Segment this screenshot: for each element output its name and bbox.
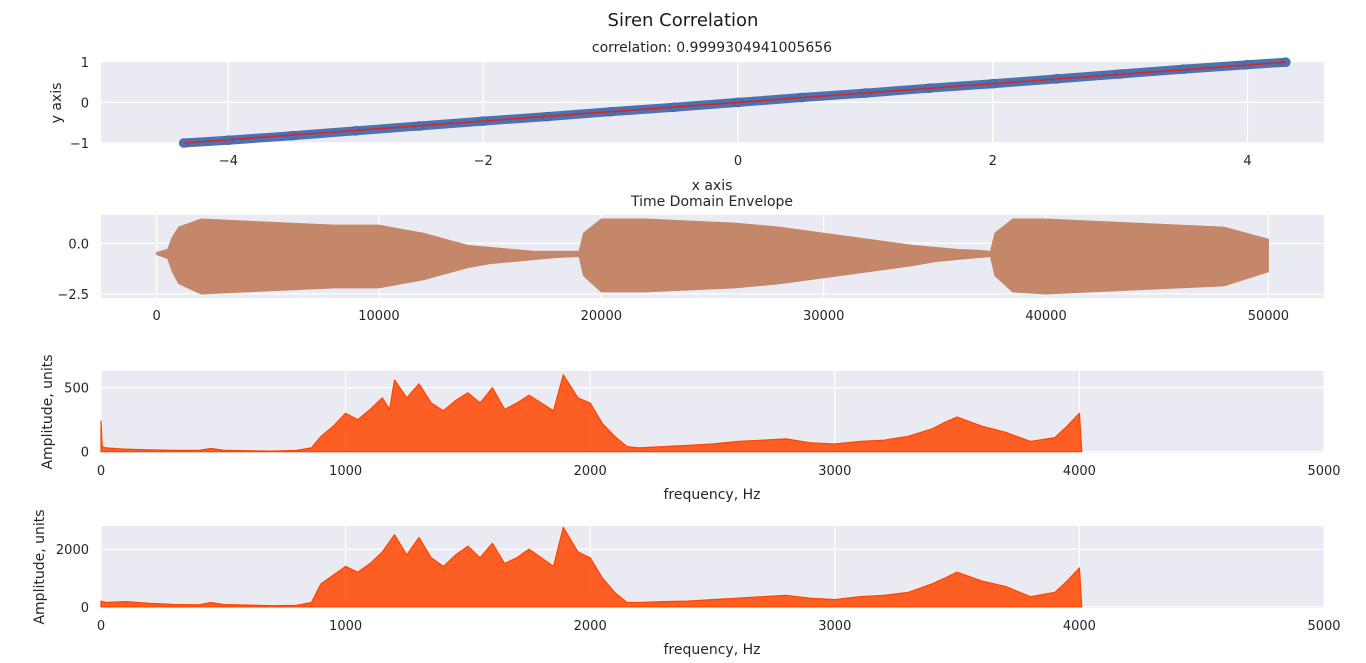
x-tick-label: 1000 xyxy=(329,464,362,479)
x-tick-label: 50000 xyxy=(1248,309,1289,324)
y-tick-label: 0 xyxy=(81,96,89,111)
x-tick-label: 10000 xyxy=(358,309,399,324)
spectrum-line xyxy=(100,374,1083,453)
x-tick-label: −4 xyxy=(219,154,238,169)
x-tick-label: 30000 xyxy=(803,309,844,324)
envelope-area xyxy=(156,218,1269,295)
x-tick-label: −2 xyxy=(474,154,493,169)
x-tick-label: 2 xyxy=(989,154,997,169)
x-tick-label: 0 xyxy=(97,464,105,479)
x-tick-label: 0 xyxy=(152,309,160,324)
x-tick-label: 5000 xyxy=(1307,619,1340,634)
spectrum-panel-2: 0 1000 2000 3000 4000 5000 0 2000 frequency, Hz A… xyxy=(32,509,1341,658)
y-tick-label: 0.0 xyxy=(68,237,89,252)
frequency-axis-label: frequency, Hz xyxy=(664,642,761,658)
x-tick-label: 1000 xyxy=(329,619,362,634)
x-axis-label: x axis xyxy=(692,178,733,194)
amplitude-axis-label: Amplitude, units xyxy=(40,354,56,469)
correlation-scatter-panel: −4 −2 0 2 4 −1 0 1 correlation: 0.99993049410056… xyxy=(49,40,1324,194)
y-tick-label: −1 xyxy=(70,137,89,152)
x-tick-label: 2000 xyxy=(574,464,607,479)
x-tick-label: 5000 xyxy=(1307,464,1340,479)
fit-line xyxy=(183,61,1286,144)
y-tick-label: 2000 xyxy=(56,543,89,558)
amplitude-axis-label: Amplitude, units xyxy=(32,509,48,624)
spectrum-panel-1: 0 1000 2000 3000 4000 5000 0 500 frequency, Hz Am… xyxy=(40,354,1341,503)
y-tick-label: 500 xyxy=(64,382,89,397)
x-tick-label: 3000 xyxy=(818,619,851,634)
y-tick-label: 1 xyxy=(81,56,89,71)
frequency-axis-label: frequency, Hz xyxy=(664,487,761,503)
x-tick-label: 3000 xyxy=(818,464,851,479)
time-domain-title: Time Domain Envelope xyxy=(630,194,793,210)
x-tick-label: 20000 xyxy=(581,309,622,324)
plot-background xyxy=(101,371,1324,453)
y-tick-label: 0 xyxy=(81,446,89,461)
spectrum-line xyxy=(100,526,1083,608)
x-tick-label: 40000 xyxy=(1025,309,1066,324)
x-tick-label: 4 xyxy=(1243,154,1251,169)
y-tick-label: 0 xyxy=(81,601,89,616)
figure-title: Siren Correlation xyxy=(607,10,759,31)
x-tick-label: 0 xyxy=(734,154,742,169)
plot-background xyxy=(101,526,1324,608)
y-axis-label: y axis xyxy=(49,83,65,124)
time-domain-panel: 0 10000 20000 30000 40000 50000 −2.5 0.0 Time Do… xyxy=(57,194,1324,324)
x-tick-label: 4000 xyxy=(1063,619,1096,634)
x-tick-label: 2000 xyxy=(574,619,607,634)
x-tick-label: 0 xyxy=(97,619,105,634)
y-tick-label: −2.5 xyxy=(57,288,89,303)
correlation-title: correlation: 0.9999304941005656 xyxy=(592,40,832,56)
x-tick-label: 4000 xyxy=(1063,464,1096,479)
